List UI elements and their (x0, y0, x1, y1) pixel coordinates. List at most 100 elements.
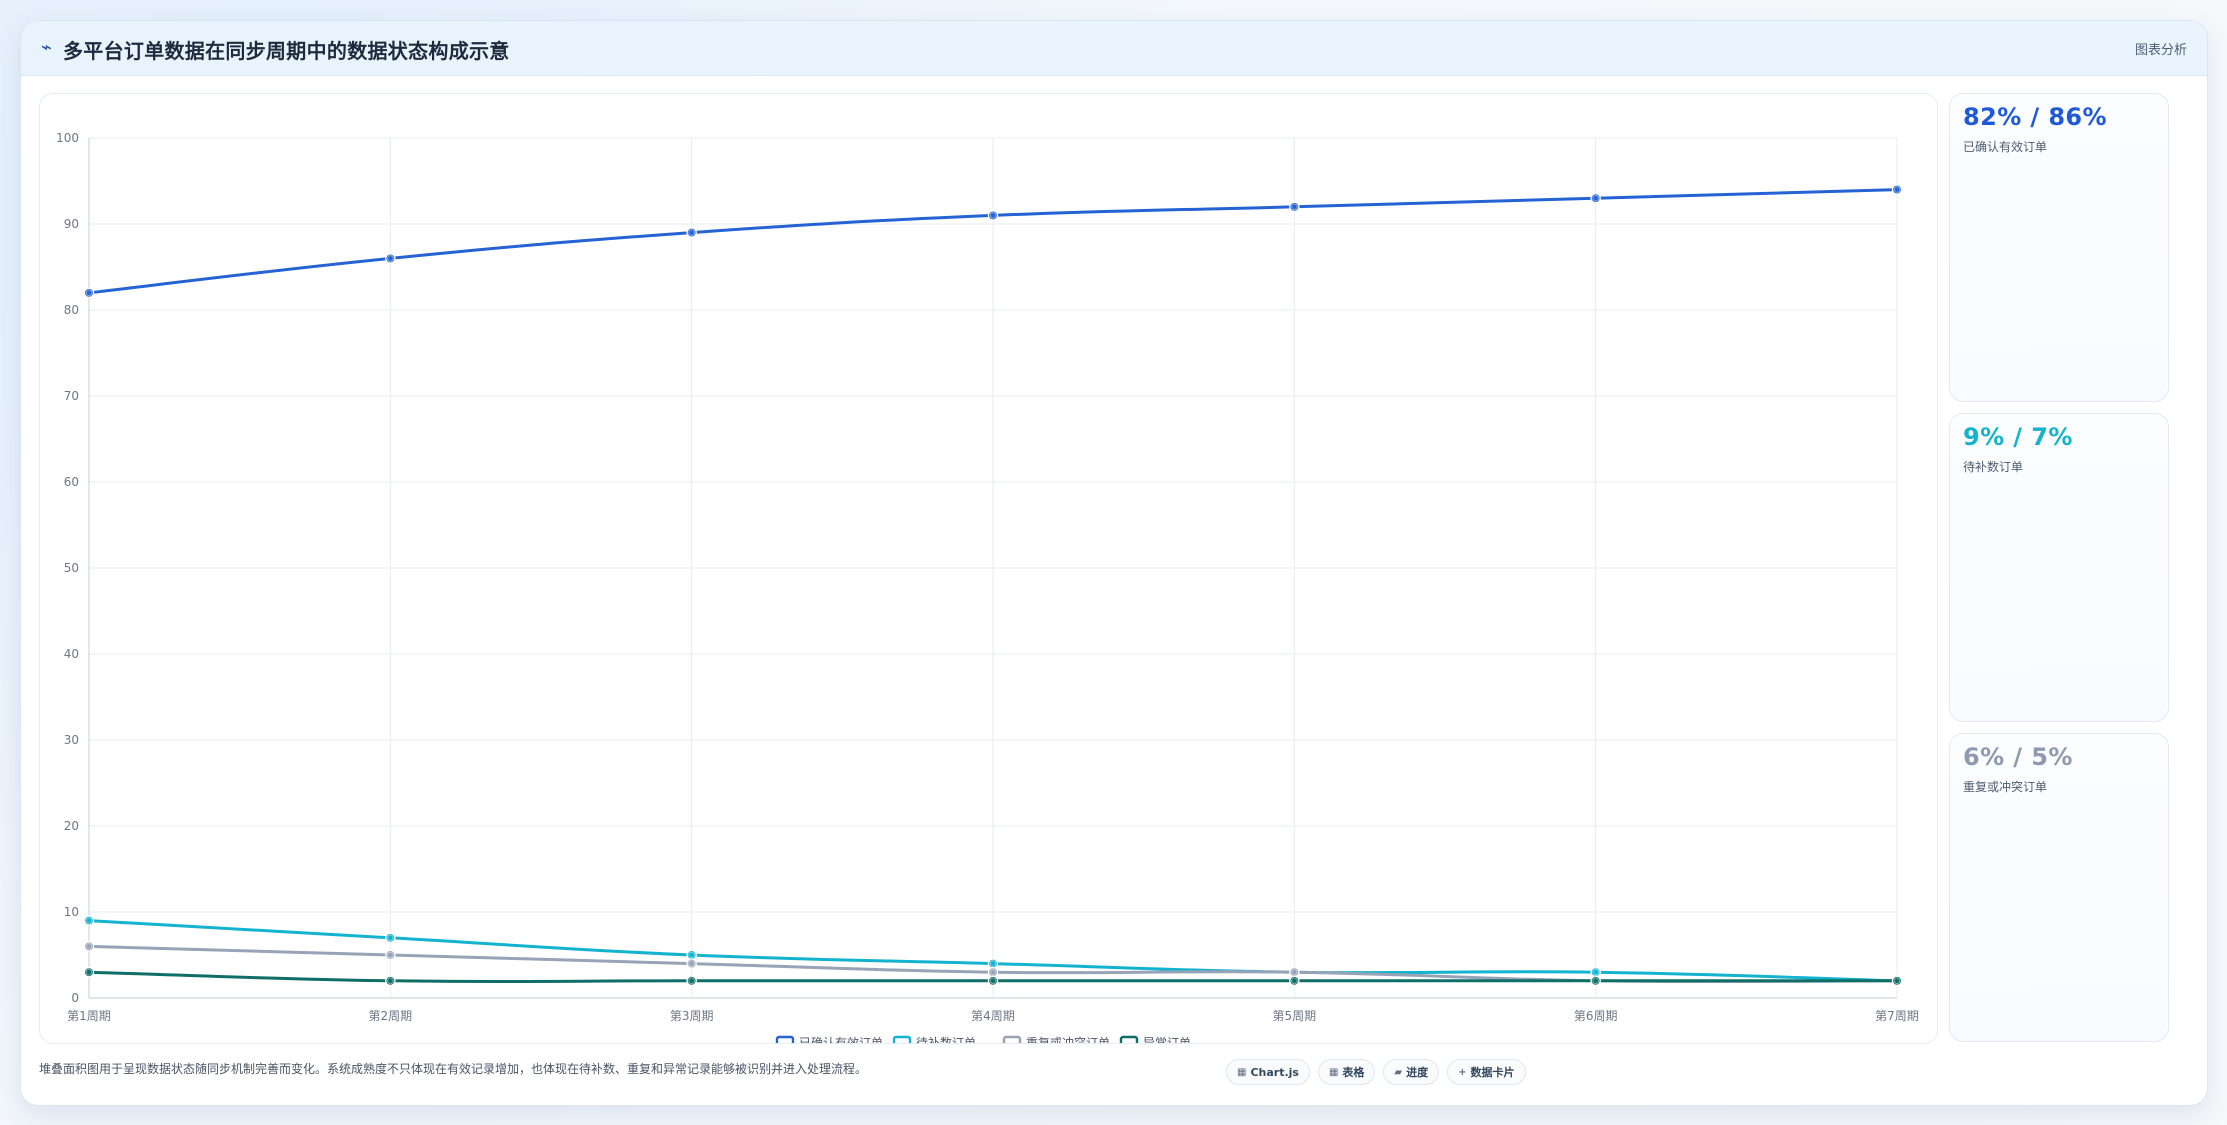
series-point-highlight-1 (989, 212, 997, 219)
series-point-highlight-4 (1291, 977, 1298, 985)
series-point-1 (987, 210, 999, 221)
series-point-4 (987, 975, 999, 987)
series-point-highlight-1 (387, 255, 394, 262)
pill-table[interactable]: ▦ 表格 (1317, 1059, 1376, 1085)
series-point-4 (1289, 975, 1300, 987)
legend-label: 重复或冲突订单 (1026, 1035, 1110, 1044)
x-tick-label: 第3周期 (670, 1009, 714, 1023)
series-point-highlight-1 (688, 229, 695, 236)
series-point-3 (385, 949, 396, 961)
pill-progress[interactable]: ▰ 进度 (1383, 1059, 1440, 1085)
x-tick-label: 第6周期 (1574, 1009, 1618, 1023)
series-point-highlight-4 (85, 968, 93, 976)
series-point-2 (385, 932, 396, 944)
legend-swatch (775, 1035, 795, 1043)
progress-icon: ▰ (1394, 1066, 1403, 1078)
chart-line-icon: ⌁ (41, 37, 52, 58)
stat-card-confirmed: 82% / 86% 已确认有效订单 (1949, 93, 2169, 402)
series-point-highlight-1 (1291, 203, 1298, 211)
chart-icon: ▦ (1237, 1066, 1247, 1078)
series-point-highlight-4 (387, 977, 394, 985)
legend-label: 异常订单 (1143, 1036, 1191, 1044)
y-tick-label: 90 (64, 217, 79, 231)
x-tick-label: 第5周期 (1273, 1009, 1317, 1023)
chart-panel: 0 10 20 30 40 50 60 70 80 90 100 第1周期 第2周期 第3周期 第4周期 第5… (39, 93, 1938, 1044)
series-point-highlight-3 (85, 943, 93, 950)
stats-sidebar: 82% / 86% 已确认有效订单 9% / 7% 待补数订单 6% / 5% … (1949, 93, 2169, 1042)
y-tick-label: 80 (64, 303, 79, 317)
table-icon: ▦ (1328, 1066, 1339, 1078)
series-point-3 (686, 958, 697, 969)
y-tick-label: 70 (64, 389, 79, 403)
plus-icon: + (1458, 1066, 1467, 1078)
stat-label: 重复或冲突订单 (1963, 780, 2048, 794)
series-point-1 (686, 227, 697, 238)
pill-label: Chart.js (1250, 1065, 1299, 1079)
page-title: 多平台订单数据在同步周期中的数据状态构成示意 (63, 39, 510, 63)
series-point-highlight-4 (1592, 977, 1599, 985)
series-point-4 (385, 975, 396, 987)
y-tick-label: 30 (64, 733, 79, 747)
series-point-4 (1891, 975, 1903, 987)
x-tick-label: 第1周期 (67, 1009, 111, 1023)
series-point-highlight-1 (1893, 186, 1901, 193)
header-bar: ⌁ 多平台订单数据在同步周期中的数据状态构成示意 图表分析 (21, 21, 2207, 76)
series-point-highlight-3 (989, 968, 997, 976)
legend-swatch (892, 1035, 912, 1043)
stat-value: 82% / 86% (1963, 103, 2107, 131)
series-point-1 (83, 287, 95, 299)
series-point-highlight-2 (387, 934, 394, 942)
pill-label: 表格 (1342, 1066, 1365, 1079)
series-point-highlight-3 (387, 951, 394, 959)
series-point-4 (1590, 975, 1601, 987)
line-chart: 0 10 20 30 40 50 60 70 80 90 100 第1周期 第2周期 第3周期 第4周期 第5… (56, 131, 1919, 1044)
pill-label: 数据卡片 (1470, 1066, 1515, 1079)
y-tick-label: 60 (64, 475, 79, 489)
series-point-1 (385, 253, 396, 264)
series-point-1 (1590, 192, 1601, 204)
series-point-highlight-3 (688, 960, 695, 967)
y-tick-label: 100 (56, 131, 79, 145)
stat-value: 9% / 7% (1963, 423, 2073, 451)
series-point-2 (83, 915, 95, 926)
footer-pills: ▦ Chart.js ▦ 表格 ▰ 进度 + 数据卡片 (1226, 1059, 1526, 1085)
stat-label: 待补数订单 (1963, 460, 2024, 474)
pill-label: 进度 (1406, 1066, 1429, 1079)
stat-value: 6% / 5% (1963, 743, 2073, 771)
y-tick-label: 50 (64, 561, 79, 575)
dashboard-frame: ⌁ 多平台订单数据在同步周期中的数据状态构成示意 图表分析 0 10 20 30 40 5… (20, 20, 2208, 1106)
y-tick-label: 40 (64, 647, 79, 661)
legend-label: 已确认有效订单 (799, 1035, 883, 1044)
stat-label: 已确认有效订单 (1963, 140, 2048, 154)
x-tick-label: 第4周期 (971, 1009, 1015, 1023)
series-point-1 (1891, 184, 1903, 195)
chart-analysis-button[interactable]: 图表分析 (2135, 39, 2187, 58)
series-point-highlight-2 (688, 951, 695, 959)
series-point-1 (1289, 201, 1300, 213)
series-point-highlight-2 (1592, 968, 1599, 976)
series-point-4 (83, 966, 95, 978)
footer-description: 堆叠面积图用于呈现数据状态随同步机制完善而变化。系统成熟度不只体现在有效记录增加… (39, 1062, 868, 1076)
y-tick-label: 0 (71, 991, 79, 1005)
series-point-3 (83, 941, 95, 952)
series-point-highlight-1 (1592, 194, 1599, 202)
stat-card-duplicate: 6% / 5% 重复或冲突订单 (1949, 733, 2169, 1042)
series-point-highlight-4 (688, 977, 695, 985)
y-tick-label: 10 (64, 905, 79, 919)
series-point-highlight-4 (1893, 977, 1901, 985)
legend-swatch (1002, 1035, 1022, 1043)
stat-card-pending: 9% / 7% 待补数订单 (1949, 413, 2169, 722)
pill-chartjs[interactable]: ▦ Chart.js (1226, 1059, 1310, 1085)
series-point-4 (686, 975, 697, 987)
series-point-highlight-1 (85, 289, 93, 297)
y-tick-label: 20 (64, 819, 79, 833)
x-tick-label: 第7周期 (1875, 1009, 1919, 1023)
legend-label: 待补数订单 (916, 1035, 976, 1044)
series-point-highlight-2 (989, 960, 997, 967)
series-point-highlight-3 (1291, 968, 1298, 976)
legend-swatch (1119, 1035, 1139, 1043)
series-point-highlight-2 (85, 917, 93, 924)
pill-data-card[interactable]: + 数据卡片 (1447, 1059, 1526, 1085)
x-tick-label: 第2周期 (369, 1009, 413, 1023)
series-point-highlight-4 (989, 977, 997, 985)
